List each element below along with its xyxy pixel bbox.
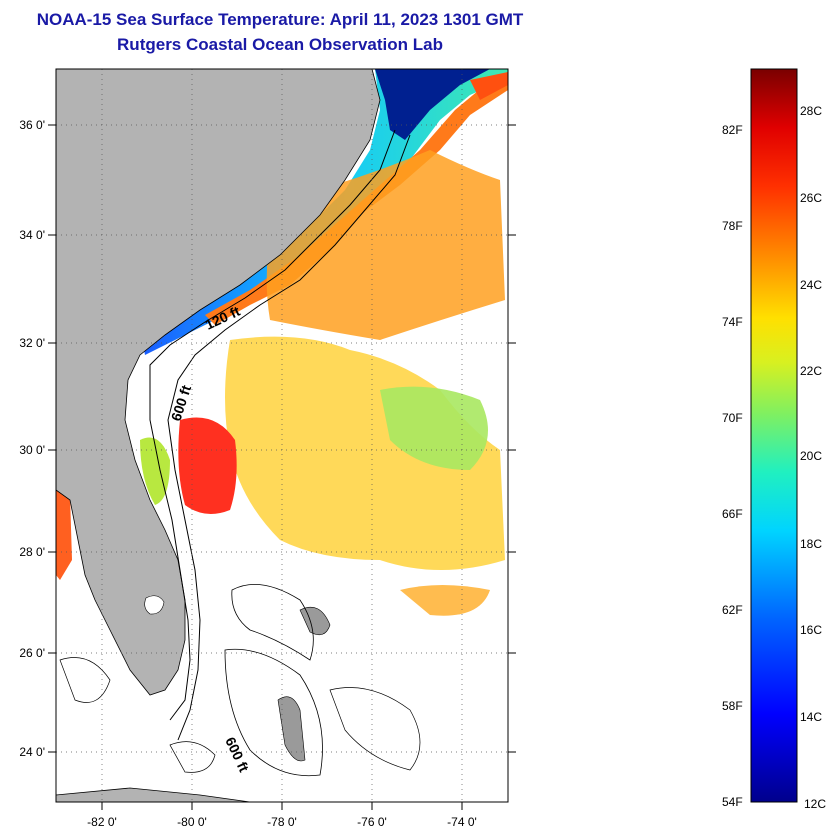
colorbar-c-label: 22C [800,364,823,378]
lat-label: 32 0' [19,336,45,350]
land-andros [277,696,306,762]
land-cuba [56,787,251,802]
land-southeast-us [56,69,381,696]
colorbar [750,68,798,803]
colorbar-f-label: 58F [722,699,743,713]
map-title: NOAA-15 Sea Surface Temperature: April 1… [36,10,524,29]
colorbar-c-label: 14C [800,710,823,724]
lat-label: 30 0' [19,443,45,457]
nearshore-warm [140,437,170,505]
map-subtitle: Rutgers Coastal Ocean Observation Lab [117,35,443,54]
lon-label: -74 0' [447,815,477,829]
colorbar-c-label: 20C [800,449,823,463]
lon-label: -80 0' [177,815,207,829]
lake-okeechobee [144,595,165,615]
colorbar-c-label: 24C [800,278,823,292]
lon-label: -76 0' [357,815,387,829]
colorbar-c-label: 28C [800,104,823,118]
bahama-bank-great [224,648,323,777]
keys-bank [169,741,216,773]
isobath-600ft [167,134,411,741]
green-patch [380,386,488,470]
colorbar-f-label: 66F [722,507,743,521]
colorbar-f-label: 74F [722,315,743,329]
colorbar-f-label: 82F [722,123,743,137]
colorbar-c-label: 18C [800,537,823,551]
bahama-bank-north [231,584,314,661]
lon-label: -82 0' [87,815,117,829]
lat-label: 34 0' [19,228,45,242]
lat-label: 24 0' [19,745,45,759]
very-cold-water [375,69,490,140]
lat-label: 26 0' [19,646,45,660]
isobath-120ft [149,129,396,721]
hot-patch [178,417,237,514]
graticule [56,69,508,802]
colorbar-f-label: 62F [722,603,743,617]
lat-label: 28 0' [19,545,45,559]
gulf-stream-core [470,72,508,100]
warm-patch-south [400,585,490,616]
gulf-warm-water [56,490,72,580]
colorbar-c-label: 16C [800,623,823,637]
bahama-bank-east [329,687,421,771]
colorbar-c-label: 26C [800,191,823,205]
colorbar-c-label: 12C [804,797,827,811]
lon-label: -78 0' [267,815,297,829]
florida-bay-contour [59,657,111,703]
colorbar-f-label: 78F [722,219,743,233]
axis-ticks [48,124,516,810]
gulf-stream-band [205,72,508,325]
colorbar-f-label: 54F [722,795,743,809]
lat-label: 36 0' [19,118,45,132]
colorbar-f-label: 70F [722,411,743,425]
